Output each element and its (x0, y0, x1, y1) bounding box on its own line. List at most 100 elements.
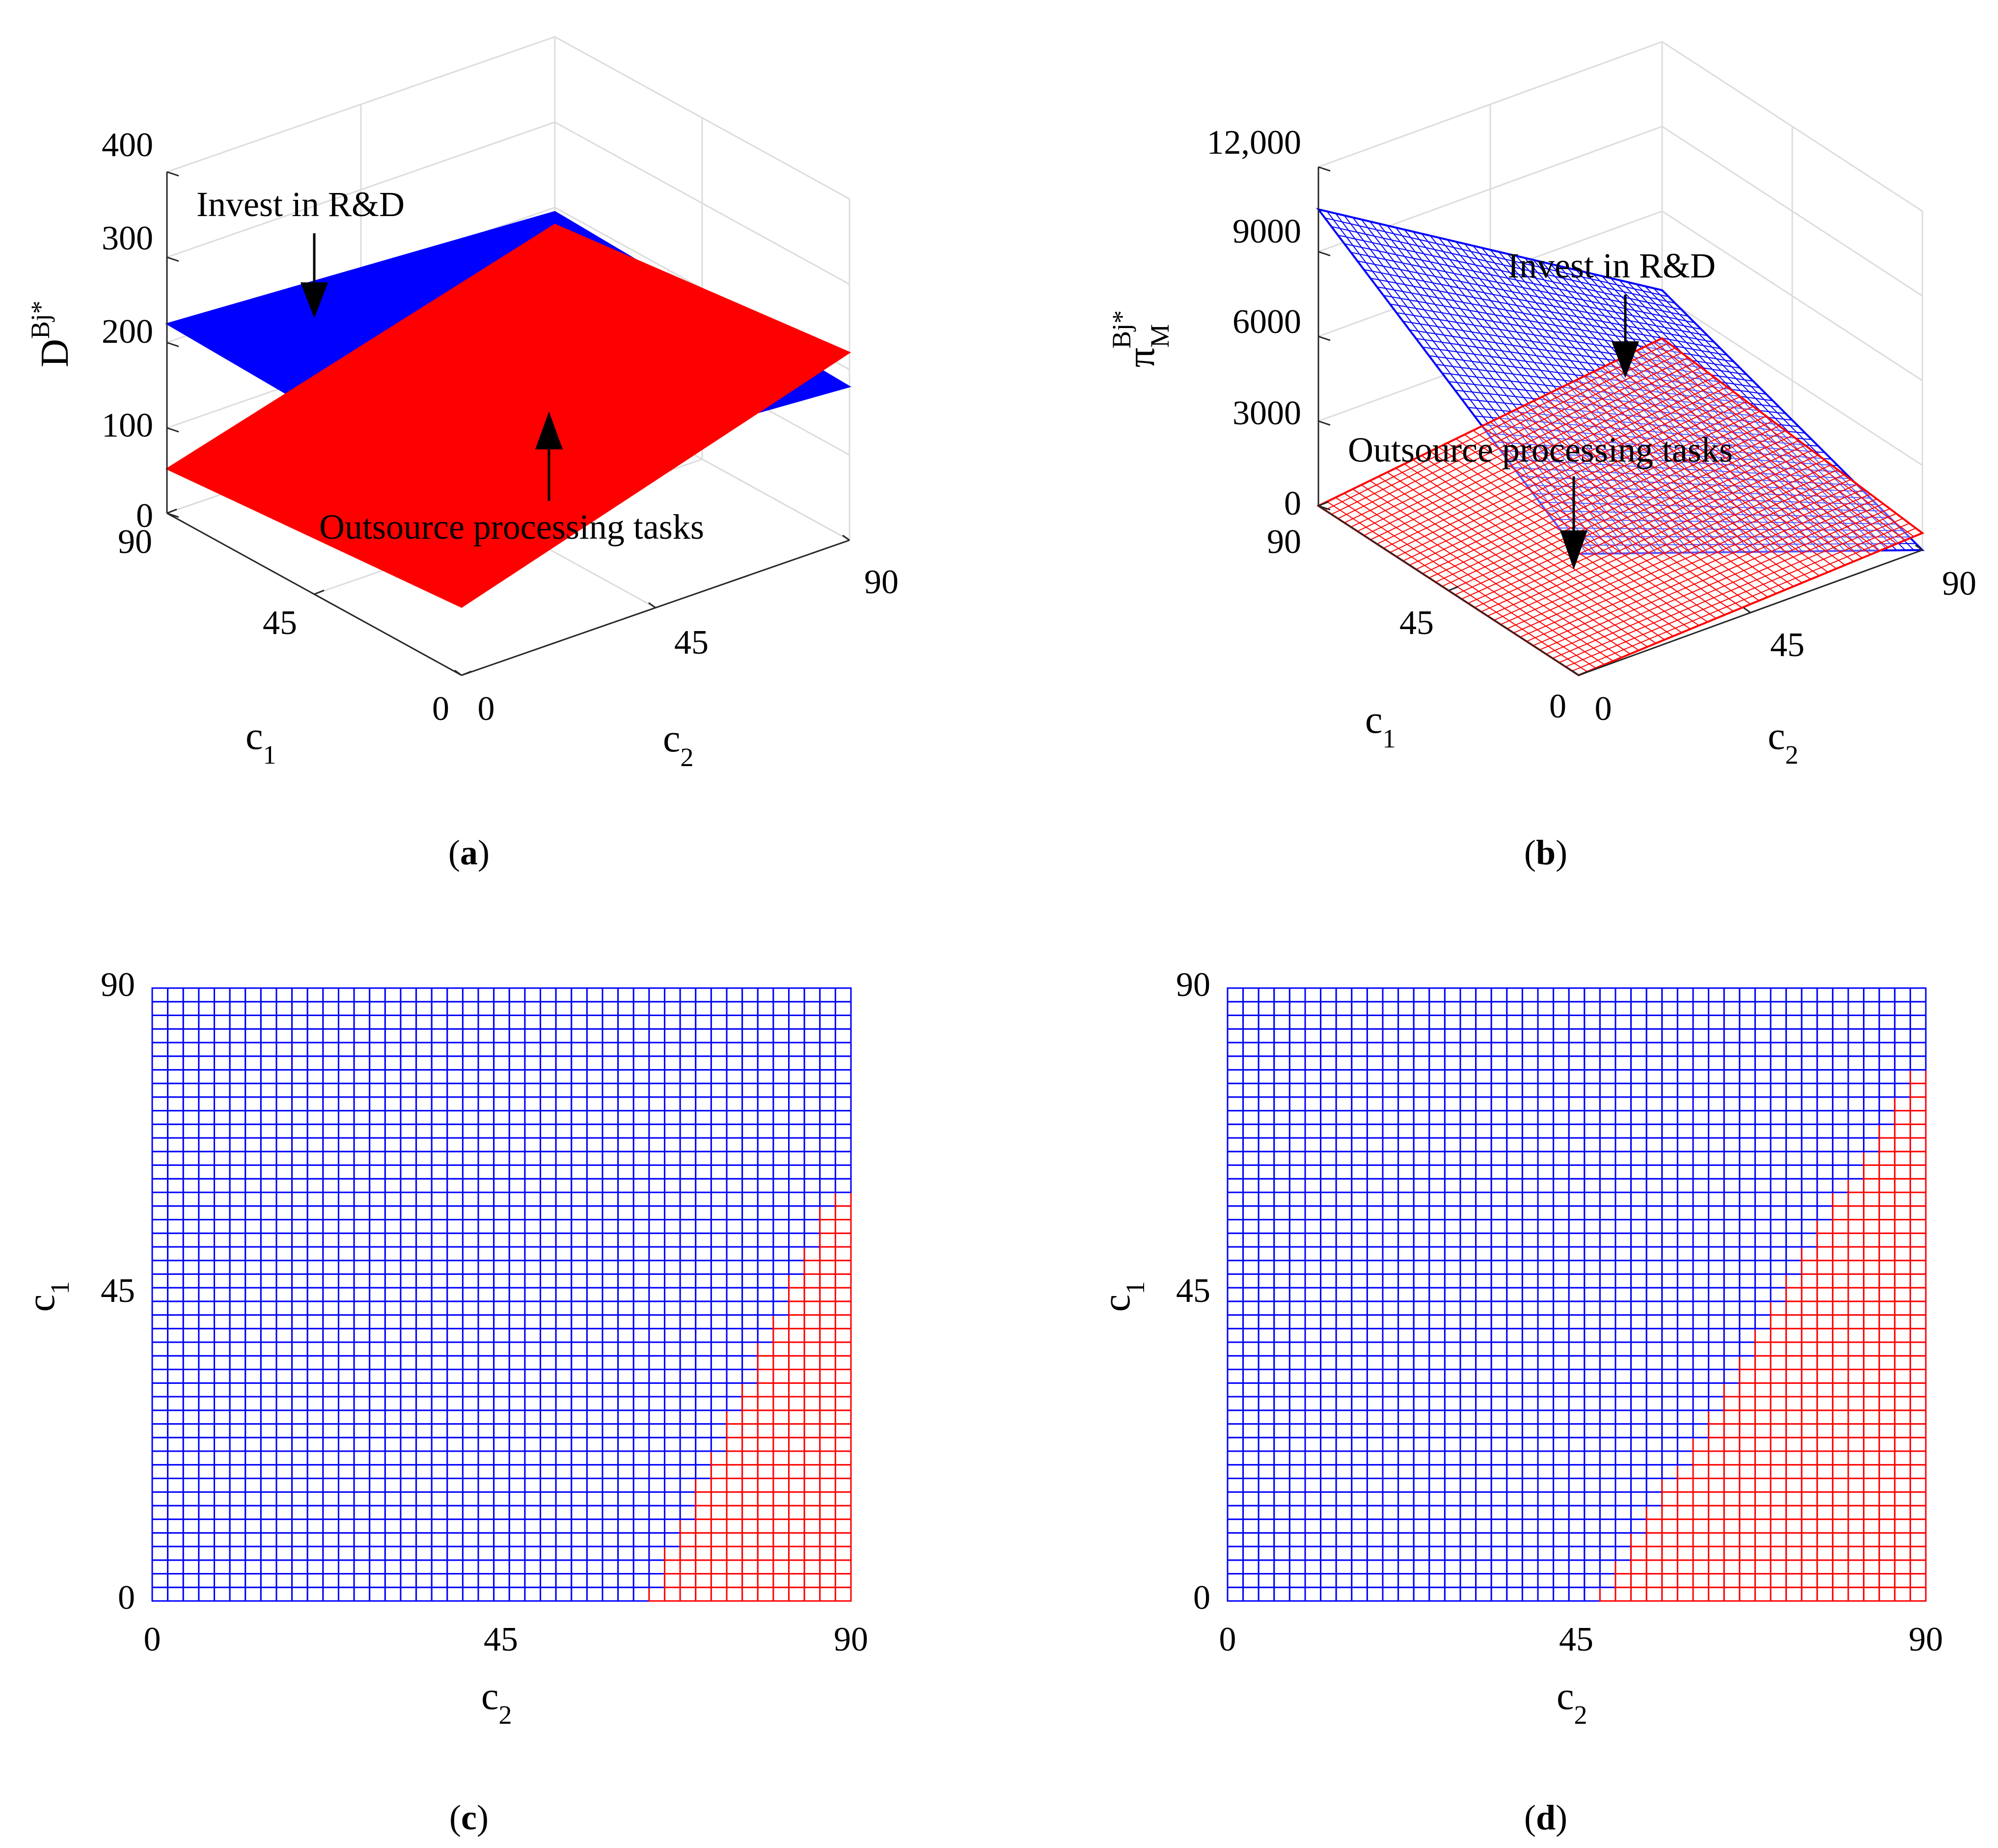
cell-invest (1227, 1505, 1244, 1520)
cell-invest (1537, 1014, 1555, 1030)
cell-invest (415, 987, 433, 1003)
cell-invest (1894, 1069, 1911, 1084)
cell-invest (524, 1477, 542, 1493)
cell-invest (1599, 1505, 1616, 1520)
cell-invest (1645, 1042, 1663, 1057)
cell-invest (508, 1559, 526, 1575)
cell-invest (151, 1477, 169, 1493)
cell-invest (431, 1436, 448, 1452)
cell-invest (1816, 1014, 1834, 1030)
cell-invest (726, 1300, 743, 1316)
cell-invest (1708, 1123, 1725, 1139)
cell-invest (151, 1178, 169, 1193)
cell-invest (1335, 1505, 1353, 1520)
cell-invest (555, 1164, 573, 1180)
cell-outsource (1894, 1205, 1911, 1220)
cell-invest (1413, 1396, 1430, 1411)
cell-invest (1397, 1573, 1415, 1588)
cell-invest (1832, 1042, 1849, 1057)
cell-invest (198, 1123, 215, 1139)
cell-invest (1366, 1341, 1384, 1357)
cell-invest (337, 1545, 355, 1561)
cell-invest (1537, 1369, 1555, 1384)
z-tick-mark (166, 427, 179, 433)
cell-invest (555, 1505, 573, 1520)
cell-invest (1661, 1232, 1678, 1248)
cell-invest (1366, 1151, 1384, 1166)
cell-invest (1335, 1464, 1353, 1479)
cell-invest (384, 1355, 402, 1371)
cell-invest (415, 1218, 433, 1234)
cell-invest (275, 1137, 293, 1153)
c2-tick-mark (1743, 607, 1751, 613)
cell-invest (571, 1423, 588, 1438)
cell-outsource (788, 1273, 805, 1289)
cell-invest (1553, 1491, 1570, 1507)
cell-invest (508, 1042, 526, 1057)
cell-outsource (1708, 1491, 1725, 1507)
cell-outsource (1894, 1355, 1911, 1371)
cell-invest (306, 1055, 324, 1071)
cell-invest (431, 1287, 448, 1302)
cell-invest (1351, 1082, 1368, 1098)
cell-invest (213, 1246, 231, 1262)
cell-invest (1816, 1069, 1834, 1084)
cell-invest (741, 987, 759, 1003)
cell-invest (834, 1042, 852, 1057)
cell-invest (337, 1069, 355, 1084)
cell-invest (1568, 1477, 1586, 1493)
cell-invest (508, 1151, 526, 1166)
cell-invest (1366, 1014, 1384, 1030)
cell-invest (1227, 1436, 1244, 1452)
cell-invest (1553, 987, 1570, 1003)
cell-invest (477, 1505, 495, 1520)
cell-invest (1630, 1123, 1647, 1139)
cell-outsource (803, 1287, 821, 1302)
cell-invest (415, 1028, 433, 1044)
cell-outsource (1909, 1586, 1927, 1602)
cell-invest (1397, 1260, 1415, 1275)
cell-invest (431, 1423, 448, 1438)
cell-invest (182, 1260, 200, 1275)
cell-invest (1878, 1082, 1896, 1098)
cell-outsource (1615, 1573, 1632, 1588)
cell-invest (1863, 1069, 1880, 1084)
cell-invest (493, 1082, 510, 1098)
cell-invest (1366, 1396, 1384, 1411)
cell-invest (306, 1423, 324, 1438)
cell-invest (1584, 1327, 1601, 1343)
cell-invest (1630, 1096, 1647, 1112)
cell-invest (571, 1014, 588, 1030)
cell-invest (1444, 1178, 1461, 1193)
cell-invest (632, 1205, 650, 1220)
cell-invest (1490, 1314, 1508, 1329)
cell-invest (1366, 1137, 1384, 1153)
cell-invest (1428, 1477, 1446, 1493)
cell-outsource (1847, 1409, 1865, 1425)
cell-outsource (1832, 1450, 1849, 1466)
cell-invest (400, 1491, 417, 1507)
cell-invest (1351, 1178, 1368, 1193)
cell-invest (446, 1464, 464, 1479)
cell-outsource (772, 1573, 790, 1588)
cell-invest (1801, 987, 1818, 1003)
panel-a-c2-tick: 45 (674, 624, 709, 662)
cell-invest (1692, 1137, 1710, 1153)
cell-invest (275, 1246, 293, 1262)
cell-invest (306, 1001, 324, 1016)
cell-invest (1382, 1287, 1399, 1302)
cell-invest (508, 1273, 526, 1289)
cell-invest (1630, 1218, 1647, 1234)
cell-invest (1242, 1069, 1259, 1084)
cell-invest (757, 1232, 774, 1248)
cell-invest (1288, 1586, 1306, 1602)
cell-outsource (819, 1477, 836, 1493)
cell-invest (1630, 1382, 1647, 1398)
cell-invest (1335, 1096, 1353, 1112)
cell-invest (1397, 1586, 1415, 1602)
cell-invest (1366, 1355, 1384, 1371)
cell-invest (1506, 1573, 1523, 1588)
cell-outsource (1878, 1545, 1896, 1561)
cell-invest (446, 1055, 464, 1071)
panel-d-ylabel: c1 (1095, 1281, 1150, 1312)
